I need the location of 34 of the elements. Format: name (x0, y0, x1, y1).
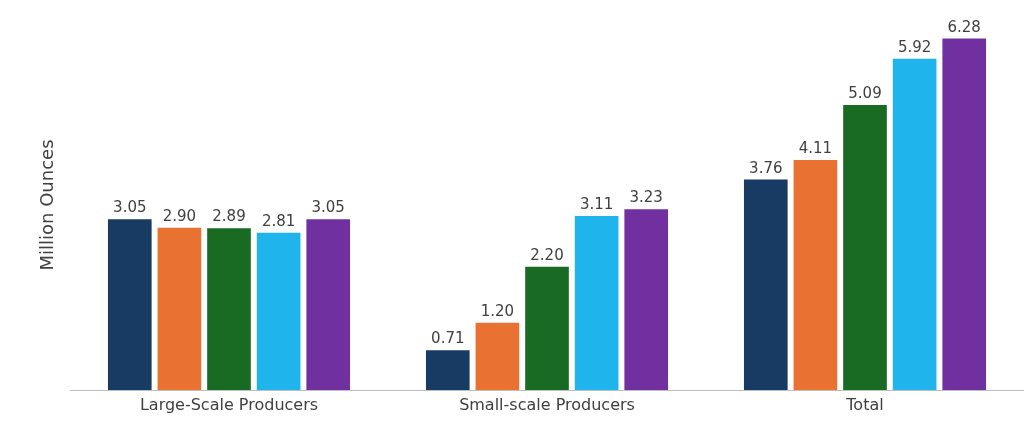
data-label: 0.71 (431, 329, 465, 348)
data-label: 3.11 (579, 194, 614, 213)
bar (892, 58, 937, 390)
bar (574, 215, 619, 390)
bar (624, 209, 669, 390)
x-tick-label: Total (845, 395, 884, 415)
data-label: 2.81 (261, 211, 296, 230)
data-label: 3.05 (311, 198, 345, 217)
bar (425, 350, 470, 390)
y-axis-title: Million Ounces (36, 139, 58, 271)
bar (942, 38, 987, 390)
bar (107, 219, 152, 390)
data-label: 6.28 (947, 17, 981, 36)
bar (525, 266, 569, 390)
data-label: 5.92 (897, 37, 932, 56)
bar (743, 179, 788, 390)
bar (793, 159, 838, 390)
data-label: 4.11 (798, 138, 833, 157)
x-tick-label: Large-Scale Producers (139, 395, 319, 415)
bar (475, 322, 520, 390)
bar (256, 232, 301, 390)
data-label: 5.09 (848, 84, 882, 103)
data-label: 2.20 (530, 245, 564, 264)
data-label: 3.76 (749, 158, 783, 177)
bar (157, 227, 202, 390)
bar (843, 105, 887, 390)
bar (207, 228, 251, 390)
data-label: 1.20 (480, 301, 515, 320)
data-label: 2.89 (212, 207, 246, 226)
data-label: 2.90 (162, 206, 197, 225)
x-tick-label: Small-scale Producers (459, 395, 635, 415)
bar (306, 219, 351, 390)
data-label: 3.23 (629, 188, 663, 207)
data-label: 3.05 (113, 198, 147, 217)
